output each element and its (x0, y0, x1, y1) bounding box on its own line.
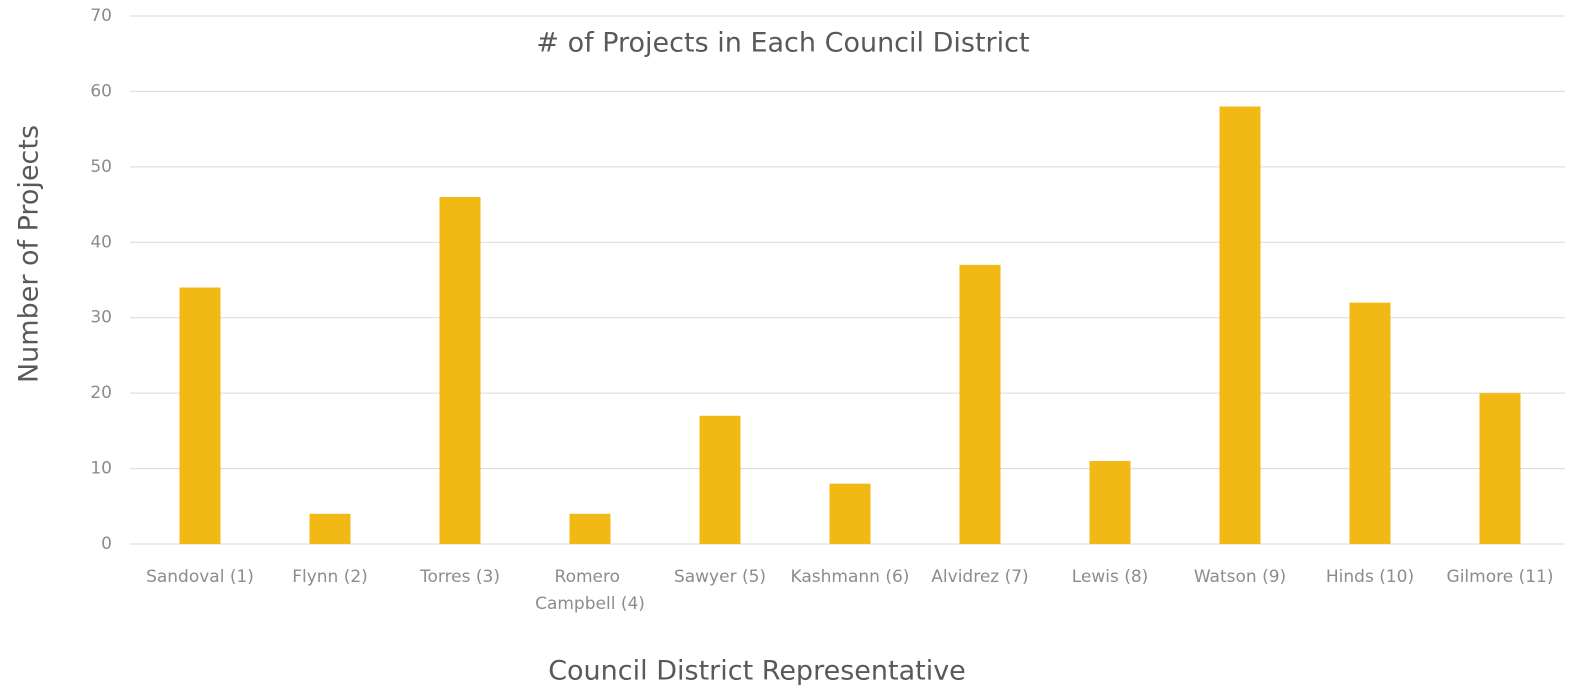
chart-title: # of Projects in Each Council District (536, 28, 1029, 59)
x-tick-label: Sandoval (1) (146, 567, 254, 587)
y-axis-label: Number of Projects (14, 125, 45, 383)
y-tick-label: 50 (90, 157, 112, 177)
y-tick-label: 10 (90, 459, 112, 479)
x-tick-label: Romero Campbell (4) (535, 567, 645, 614)
bar (829, 483, 871, 544)
x-tick-label: Sawyer (5) (674, 567, 766, 587)
y-tick-label: 0 (101, 534, 112, 554)
bar (1479, 393, 1521, 544)
x-tick-label: Kashmann (6) (791, 567, 910, 587)
x-tick-label: Torres (3) (419, 567, 500, 587)
bar (309, 513, 351, 544)
x-tick-label: Hinds (10) (1326, 567, 1414, 587)
bar (569, 513, 611, 544)
y-tick-label: 70 (90, 6, 112, 26)
bar (1219, 106, 1261, 544)
x-tick-label: Lewis (8) (1072, 567, 1149, 587)
y-tick-label: 60 (90, 81, 112, 101)
y-tick-label: 20 (90, 383, 112, 403)
y-tick-label: 30 (90, 308, 112, 328)
x-tick-label: Watson (9) (1194, 567, 1286, 587)
bar (179, 287, 221, 544)
bar (1089, 461, 1131, 544)
x-tick-label: Alvidrez (7) (931, 567, 1028, 587)
bar (959, 264, 1001, 544)
x-tick-label: Gilmore (11) (1447, 567, 1554, 587)
y-tick-label: 40 (90, 232, 112, 252)
bar (699, 415, 741, 544)
bar (439, 197, 481, 544)
bar (1349, 302, 1391, 544)
x-tick-label: Flynn (2) (292, 567, 368, 587)
x-axis-label: Council District Representative (548, 656, 966, 687)
